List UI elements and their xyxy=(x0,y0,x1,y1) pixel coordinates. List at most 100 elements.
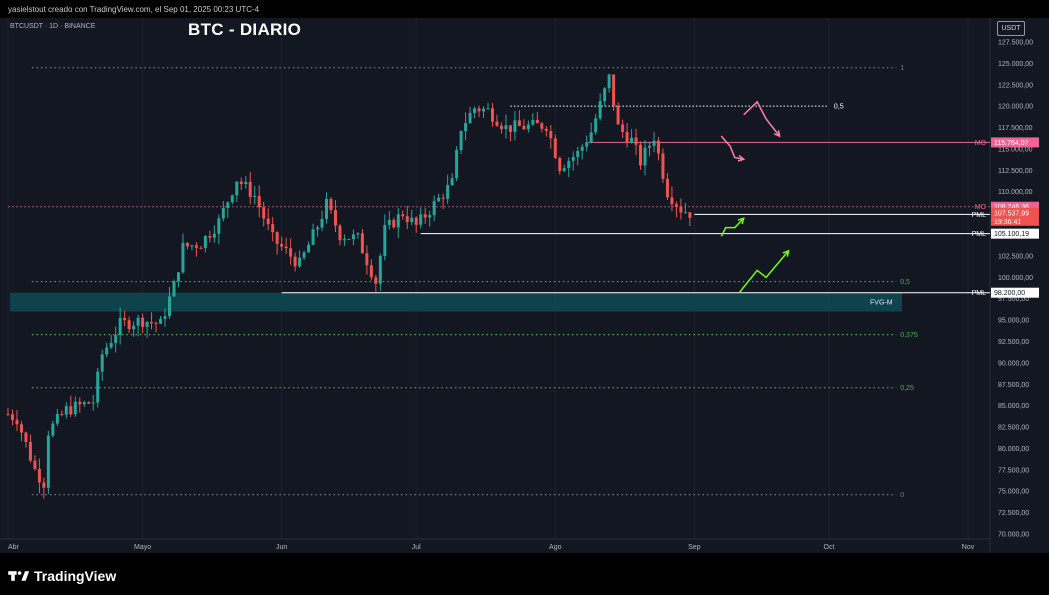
candle-body[interactable] xyxy=(423,214,427,218)
candle-body[interactable] xyxy=(665,178,669,198)
candle-body[interactable] xyxy=(625,131,629,143)
candle-body[interactable] xyxy=(114,334,118,343)
candle-body[interactable] xyxy=(150,321,154,323)
candle-body[interactable] xyxy=(284,246,288,249)
candle-body[interactable] xyxy=(185,242,189,247)
candle-body[interactable] xyxy=(517,120,521,126)
candle-body[interactable] xyxy=(495,121,499,126)
candle-body[interactable] xyxy=(567,160,571,169)
candle-body[interactable] xyxy=(46,435,50,488)
candle-body[interactable] xyxy=(298,257,302,267)
candle-body[interactable] xyxy=(338,225,342,241)
candle-body[interactable] xyxy=(280,243,284,247)
candle-body[interactable] xyxy=(562,168,566,171)
candle-body[interactable] xyxy=(262,207,266,219)
candle-body[interactable] xyxy=(244,181,248,185)
candle-body[interactable] xyxy=(661,153,665,179)
candle-body[interactable] xyxy=(333,210,337,226)
candle-body[interactable] xyxy=(558,158,562,171)
candle-body[interactable] xyxy=(37,468,41,483)
candle-body[interactable] xyxy=(33,460,37,469)
candle-body[interactable] xyxy=(414,217,418,225)
candle-body[interactable] xyxy=(652,140,656,146)
candle-body[interactable] xyxy=(316,227,320,230)
currency-selector[interactable]: USDT xyxy=(997,21,1025,36)
candle-body[interactable] xyxy=(163,316,167,319)
candle-body[interactable] xyxy=(405,216,409,223)
candle-body[interactable] xyxy=(212,233,216,238)
candle-body[interactable] xyxy=(634,137,638,145)
candle-body[interactable] xyxy=(647,145,651,148)
candle-body[interactable] xyxy=(275,232,279,244)
candle-body[interactable] xyxy=(248,181,252,197)
candle-body[interactable] xyxy=(585,142,589,147)
candle-body[interactable] xyxy=(459,131,463,151)
candle-body[interactable] xyxy=(594,118,598,133)
candle-body[interactable] xyxy=(688,212,692,218)
candle-body[interactable] xyxy=(347,238,351,240)
candle-body[interactable] xyxy=(105,347,109,355)
candle-body[interactable] xyxy=(437,197,441,202)
candle-body[interactable] xyxy=(576,150,580,157)
candle-body[interactable] xyxy=(87,402,91,404)
candle-body[interactable] xyxy=(127,320,131,330)
candle-body[interactable] xyxy=(360,233,364,254)
candle-body[interactable] xyxy=(311,229,315,245)
candle-body[interactable] xyxy=(589,132,593,143)
candle-body[interactable] xyxy=(6,414,10,416)
candle-body[interactable] xyxy=(293,256,297,267)
candle-body[interactable] xyxy=(378,256,382,284)
candle-body[interactable] xyxy=(612,74,616,106)
candle-body[interactable] xyxy=(522,125,526,130)
candle-body[interactable] xyxy=(230,195,234,203)
candle-body[interactable] xyxy=(674,204,678,207)
candle-body[interactable] xyxy=(78,401,82,405)
candle-body[interactable] xyxy=(553,138,557,159)
candle-body[interactable] xyxy=(392,219,396,228)
candle-body[interactable] xyxy=(199,247,203,249)
candle-body[interactable] xyxy=(369,265,373,278)
candle-body[interactable] xyxy=(580,146,584,151)
candle-body[interactable] xyxy=(351,234,355,239)
projection-path[interactable] xyxy=(720,217,745,237)
candle-body[interactable] xyxy=(670,197,674,205)
candle-body[interactable] xyxy=(96,371,100,403)
candle-body[interactable] xyxy=(508,125,512,132)
candle-body[interactable] xyxy=(513,120,517,132)
candle-body[interactable] xyxy=(329,198,333,211)
candle-body[interactable] xyxy=(679,206,683,213)
candle-body[interactable] xyxy=(535,119,539,124)
candle-body[interactable] xyxy=(19,424,23,433)
candle-body[interactable] xyxy=(55,413,59,424)
candle-body[interactable] xyxy=(221,208,225,219)
candle-body[interactable] xyxy=(490,108,494,122)
candle-body[interactable] xyxy=(109,342,113,348)
candle-body[interactable] xyxy=(51,423,55,436)
candle-body[interactable] xyxy=(136,317,140,326)
candle-body[interactable] xyxy=(441,197,445,199)
candle-body[interactable] xyxy=(455,150,459,179)
candle-body[interactable] xyxy=(10,414,14,420)
candle-body[interactable] xyxy=(365,253,369,266)
candle-body[interactable] xyxy=(499,125,503,129)
candle-body[interactable] xyxy=(257,196,261,208)
candle-body[interactable] xyxy=(486,108,490,110)
candle-body[interactable] xyxy=(342,239,346,241)
candle-body[interactable] xyxy=(42,482,46,488)
fvg-zone[interactable] xyxy=(10,292,902,312)
candle-body[interactable] xyxy=(73,401,77,415)
candle-body[interactable] xyxy=(159,318,163,324)
candle-body[interactable] xyxy=(450,178,454,186)
candle-body[interactable] xyxy=(60,413,64,415)
candle-body[interactable] xyxy=(154,322,158,324)
candle-body[interactable] xyxy=(100,354,104,372)
candle-body[interactable] xyxy=(571,156,575,161)
candle-body[interactable] xyxy=(603,88,607,102)
candle-body[interactable] xyxy=(464,123,468,132)
candle-body[interactable] xyxy=(172,281,176,297)
candle-body[interactable] xyxy=(69,406,73,415)
candle-body[interactable] xyxy=(208,236,212,238)
candle-body[interactable] xyxy=(176,272,180,282)
candle-body[interactable] xyxy=(477,108,481,112)
chart-panel[interactable]: 127.500,00 125.000,00 122.500,00 120.000,00… xyxy=(0,18,1049,553)
